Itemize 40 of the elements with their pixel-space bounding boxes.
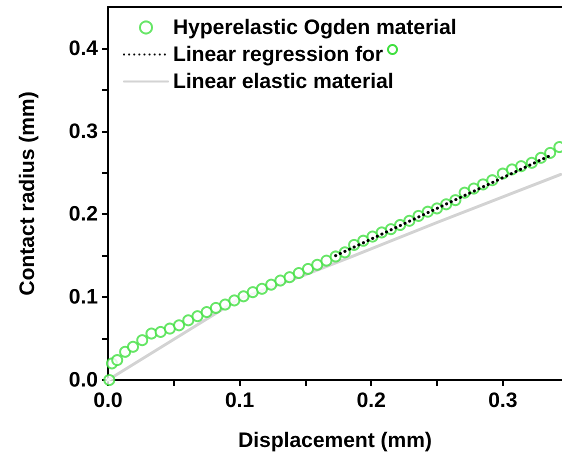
point [111, 354, 124, 366]
point [284, 271, 296, 284]
point [311, 258, 324, 271]
x-tick-label: 0.3 [488, 389, 518, 412]
point [119, 346, 132, 358]
y-tick-label: 0.2 [68, 202, 98, 226]
point [302, 262, 314, 275]
x-tick-label: 0.1 [224, 389, 255, 412]
x-tick-label: 0.0 [93, 389, 123, 412]
point [127, 340, 140, 353]
legend-label: Linear elastic material [173, 70, 394, 93]
point [219, 298, 232, 311]
legend-label: Hyperelastic Ogden material [173, 16, 457, 39]
point [320, 254, 332, 267]
point [210, 302, 222, 314]
point [103, 374, 116, 386]
point [182, 314, 194, 326]
point [154, 326, 167, 338]
y-tick-label: 0.3 [68, 120, 98, 143]
point [274, 274, 286, 287]
point [238, 290, 250, 302]
point [164, 322, 176, 335]
point [200, 306, 213, 318]
point [246, 286, 259, 298]
point [228, 294, 240, 306]
point [256, 282, 268, 295]
point [544, 146, 556, 159]
point [145, 328, 158, 340]
point [292, 267, 305, 280]
y-axis-title: Contact radius (mm) [16, 91, 39, 296]
point [191, 310, 204, 322]
x-tick-label: 0.2 [356, 389, 386, 412]
point [265, 278, 278, 291]
x-axis-title: Displacement (mm) [238, 429, 432, 452]
legend-label: Linear regression for [173, 43, 384, 66]
y-tick-label: 0.1 [68, 286, 98, 309]
y-tick-label: 0.0 [68, 368, 98, 392]
y-tick-label: 0.4 [68, 36, 98, 60]
point [136, 334, 148, 346]
point [173, 319, 186, 332]
